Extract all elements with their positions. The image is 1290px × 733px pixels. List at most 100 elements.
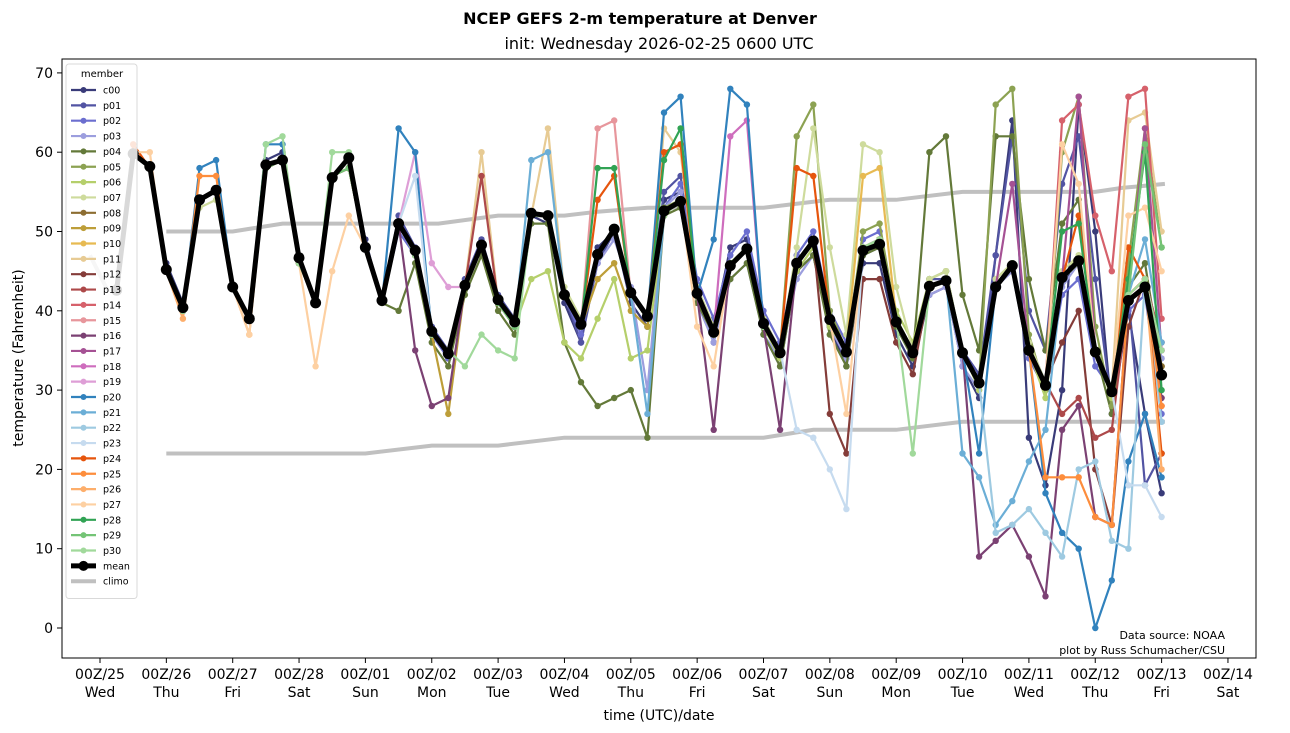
point-p16 <box>975 553 983 560</box>
legend-item-p04: p04 <box>71 147 121 158</box>
point-p04 <box>395 307 402 314</box>
point-p05 <box>793 133 800 140</box>
point-p04 <box>1009 133 1016 140</box>
x-tick-label-time: 00Z/05 <box>606 667 656 683</box>
point-p13 <box>1058 410 1066 418</box>
point-p21 <box>1025 458 1033 465</box>
point-p27 <box>1125 212 1132 219</box>
point-p19 <box>428 260 435 267</box>
legend-item-p05: p05 <box>71 162 121 173</box>
x-tick-label-time: 00Z/03 <box>473 667 523 683</box>
point-p02 <box>810 228 817 235</box>
point-p27 <box>345 212 352 219</box>
point-mean <box>409 245 421 256</box>
point-p17 <box>1075 93 1082 100</box>
point-p20 <box>1141 410 1149 418</box>
point-p10 <box>876 164 883 172</box>
point-p28 <box>1075 220 1082 227</box>
point-p27 <box>843 410 850 418</box>
legend-label: p26 <box>103 485 121 496</box>
point-c00 <box>727 244 734 251</box>
point-c00 <box>1025 434 1033 441</box>
point-mean <box>260 159 272 171</box>
point-p15 <box>594 125 601 132</box>
point-mean <box>442 348 454 360</box>
point-p20 <box>196 164 203 172</box>
chart-title: NCEP GEFS 2-m temperature at Denver <box>463 9 817 28</box>
point-mean <box>592 249 604 260</box>
chart-subtitle: init: Wednesday 2026-02-25 0600 UTC <box>504 34 814 53</box>
point-p06 <box>644 347 651 354</box>
legend-item-p22: p22 <box>71 423 121 434</box>
legend-label: p04 <box>103 147 121 158</box>
y-tick-label: 70 <box>35 66 53 82</box>
point-p16 <box>1075 402 1082 410</box>
point-mean <box>874 238 886 250</box>
y-tick-label: 20 <box>35 462 53 478</box>
point-p27 <box>1075 180 1082 188</box>
point-mean <box>1040 379 1051 391</box>
series-p24 <box>113 141 1165 457</box>
point-mean <box>310 297 322 309</box>
legend-label: p28 <box>103 515 121 526</box>
legend-item-p11: p11 <box>71 254 121 265</box>
point-mean <box>277 154 288 166</box>
point-p23 <box>1141 482 1149 489</box>
point-p30 <box>262 141 270 148</box>
y-axis: 0 10 20 30 40 50 60 70 <box>35 66 62 637</box>
legend-item-p30: p30 <box>71 546 121 557</box>
point-p17 <box>1009 180 1016 188</box>
legend-item-p29: p29 <box>71 531 121 542</box>
point-p05 <box>859 228 867 235</box>
point-mean <box>1056 272 1068 283</box>
point-mean <box>973 377 985 389</box>
legend-item-p20: p20 <box>71 393 121 404</box>
point-c00 <box>1092 228 1099 235</box>
point-mean <box>1156 369 1168 381</box>
x-tick-label-day: Fri <box>224 685 241 701</box>
legend-label: p18 <box>103 362 121 373</box>
point-p21 <box>1141 236 1149 243</box>
point-p01 <box>577 339 585 346</box>
point-p25 <box>1058 474 1066 481</box>
legend-label: p14 <box>103 300 121 311</box>
x-tick-label-day: Thu <box>617 685 644 701</box>
point-p23 <box>793 426 800 433</box>
x-tick-label-time: 00Z/26 <box>141 667 191 683</box>
point-p28 <box>1158 386 1165 394</box>
point-p23 <box>810 434 817 441</box>
point-p20 <box>1108 577 1116 584</box>
point-p04 <box>1025 275 1033 283</box>
point-p04 <box>942 133 950 140</box>
point-p24 <box>660 149 668 156</box>
point-p12 <box>1058 339 1066 346</box>
point-p22 <box>992 529 999 536</box>
point-mean <box>641 310 653 322</box>
point-p09 <box>445 410 452 418</box>
point-p05 <box>810 101 817 108</box>
point-p19 <box>445 283 452 291</box>
point-p09 <box>594 275 601 283</box>
point-p21 <box>959 450 966 457</box>
point-p07 <box>793 244 800 251</box>
x-tick-label-day: Mon <box>881 685 911 701</box>
legend-label: p08 <box>103 208 121 219</box>
legend-item-p15: p15 <box>71 316 121 327</box>
point-p30 <box>909 450 916 457</box>
point-p16 <box>445 394 452 402</box>
point-p12 <box>893 339 900 346</box>
x-tick-label-time: 00Z/14 <box>1203 667 1253 683</box>
legend-label: p24 <box>103 454 121 465</box>
point-p02 <box>1092 363 1099 370</box>
point-p26 <box>1158 466 1165 473</box>
point-p04 <box>611 394 618 402</box>
legend-label: p05 <box>103 162 121 173</box>
point-p24 <box>594 196 601 203</box>
point-mean <box>177 302 189 314</box>
point-p20 <box>1058 529 1066 536</box>
point-mean <box>791 257 803 269</box>
x-tick-label-time: 00Z/06 <box>672 667 722 683</box>
point-p16 <box>992 537 999 544</box>
point-p13 <box>1092 434 1099 441</box>
